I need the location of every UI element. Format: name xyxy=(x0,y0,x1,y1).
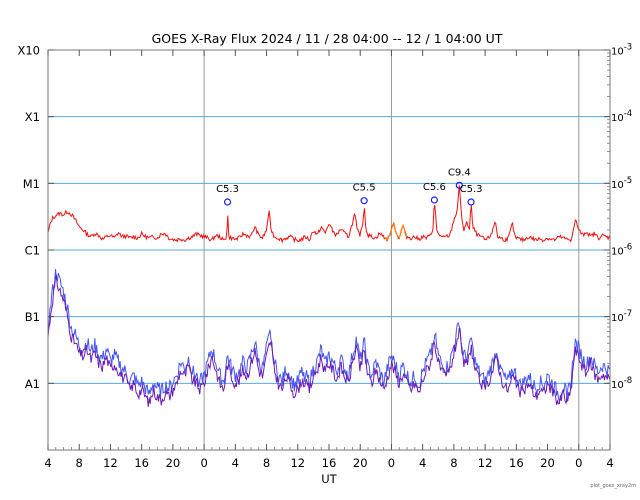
x-tick-label-12: 4 xyxy=(419,456,426,470)
series-long-channel xyxy=(47,185,611,244)
x-tick-label-3: 16 xyxy=(134,456,149,470)
flare-marker-1 xyxy=(360,197,368,205)
chart-title: GOES X-Ray Flux 2024 / 11 / 28 04:00 -- … xyxy=(152,31,503,46)
y-right-label--5: 10-5 xyxy=(611,176,632,191)
flare-label-0: C5.3 xyxy=(216,184,239,195)
y-left-label-C1: C1 xyxy=(25,244,40,258)
x-tick-label-1: 8 xyxy=(76,456,83,470)
x-tick-label-16: 20 xyxy=(540,456,555,470)
grid-layer xyxy=(48,50,610,450)
x-tick-label-9: 16 xyxy=(322,456,337,470)
series-layer xyxy=(47,185,611,407)
x-tick-label-5: 0 xyxy=(200,456,207,470)
y-right-label--3: 10-3 xyxy=(611,43,632,58)
series-long-channel-alt xyxy=(383,221,408,241)
y-right-label--8: 10-8 xyxy=(611,376,632,391)
flare-marker-3 xyxy=(455,181,463,189)
flare-marker-4 xyxy=(467,198,475,206)
x-tick-label-4: 20 xyxy=(166,456,181,470)
x-axis-label: UT xyxy=(321,472,337,486)
x-tick-label-8: 12 xyxy=(290,456,305,470)
y-right-label--4: 10-4 xyxy=(611,109,632,124)
x-tick-label-11: 0 xyxy=(388,456,395,470)
x-tick-label-14: 12 xyxy=(478,456,493,470)
axis-ticks: 4 8 12 16 20 0 4 8 12 16 20 0 4 8 12 16 20 0 4 A1 B1 C1 M1 X1 X1… xyxy=(17,43,632,471)
footer-note: plot_goes_xray2m xyxy=(590,483,636,489)
series-short-channel xyxy=(47,274,611,407)
y-left-label-A1: A1 xyxy=(25,377,40,391)
flare-label-2: C5.6 xyxy=(423,182,446,193)
x-tick-label-7: 8 xyxy=(263,456,270,470)
flare-label-4: C5.3 xyxy=(460,184,483,195)
x-tick-label-17: 0 xyxy=(575,456,582,470)
x-tick-label-2: 12 xyxy=(103,456,118,470)
flare-marker-0 xyxy=(223,198,232,206)
flare-label-3: C9.4 xyxy=(448,167,471,178)
y-left-label-X10: X10 xyxy=(17,44,40,58)
x-tick-label-10: 20 xyxy=(353,456,368,470)
y-left-label-X1: X1 xyxy=(25,110,40,124)
flare-label-1: C5.5 xyxy=(353,183,376,194)
x-tick-label-15: 16 xyxy=(509,456,524,470)
flare-marker-2 xyxy=(430,196,438,204)
x-tick-label-13: 8 xyxy=(450,456,457,470)
x-tick-label-6: 4 xyxy=(232,456,239,470)
flare-markers: C5.3 C5.5 C5.6C9.4 C5.3 xyxy=(216,167,483,206)
y-right-label--7: 10-7 xyxy=(611,309,632,324)
series-short-channel-upper xyxy=(47,269,611,404)
x-tick-label-0: 4 xyxy=(44,456,51,470)
y-right-label--6: 10-6 xyxy=(611,243,632,258)
y-left-label-M1: M1 xyxy=(23,177,40,191)
y-left-label-B1: B1 xyxy=(25,310,40,324)
x-tick-label-18: 4 xyxy=(606,456,613,470)
